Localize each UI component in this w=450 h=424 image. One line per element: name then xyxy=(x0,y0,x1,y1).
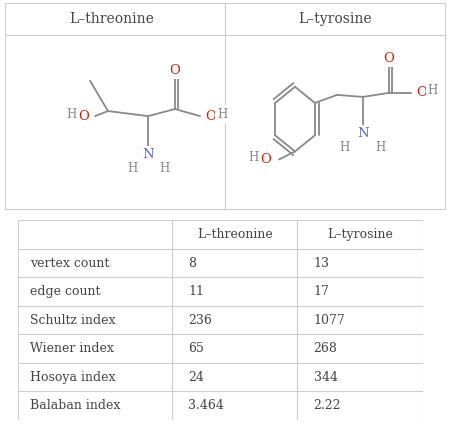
Text: O: O xyxy=(205,109,216,123)
Text: O: O xyxy=(170,64,180,77)
Text: L–tyrosine: L–tyrosine xyxy=(298,12,372,26)
Text: 11: 11 xyxy=(188,285,204,298)
Text: L–threonine: L–threonine xyxy=(197,228,273,241)
Text: 2.22: 2.22 xyxy=(314,399,341,412)
Text: H: H xyxy=(376,141,386,154)
Text: 24: 24 xyxy=(188,371,204,384)
Text: vertex count: vertex count xyxy=(30,257,109,270)
Text: L–tyrosine: L–tyrosine xyxy=(327,228,393,241)
Text: N: N xyxy=(142,148,154,161)
Text: Wiener index: Wiener index xyxy=(30,342,114,355)
Text: H: H xyxy=(127,162,137,175)
Text: Schultz index: Schultz index xyxy=(30,314,116,326)
Text: H: H xyxy=(159,162,169,175)
Text: H: H xyxy=(340,141,350,154)
Text: 8: 8 xyxy=(188,257,196,270)
Text: edge count: edge count xyxy=(30,285,101,298)
Text: 17: 17 xyxy=(314,285,329,298)
Text: L–threonine: L–threonine xyxy=(70,12,154,26)
Text: 1077: 1077 xyxy=(314,314,346,326)
Text: N: N xyxy=(357,127,369,140)
Text: 268: 268 xyxy=(314,342,338,355)
Text: H: H xyxy=(217,108,227,120)
Text: 344: 344 xyxy=(314,371,338,384)
Text: O: O xyxy=(383,52,394,65)
Text: 13: 13 xyxy=(314,257,330,270)
Text: O: O xyxy=(416,86,427,99)
Text: O: O xyxy=(78,109,89,123)
Text: H: H xyxy=(248,151,258,164)
Text: O: O xyxy=(260,153,271,166)
Text: 236: 236 xyxy=(188,314,212,326)
Text: H: H xyxy=(428,84,438,98)
Text: 3.464: 3.464 xyxy=(188,399,224,412)
Text: 65: 65 xyxy=(188,342,204,355)
Text: Hosoya index: Hosoya index xyxy=(30,371,116,384)
Text: Balaban index: Balaban index xyxy=(30,399,121,412)
Text: H: H xyxy=(66,108,76,120)
